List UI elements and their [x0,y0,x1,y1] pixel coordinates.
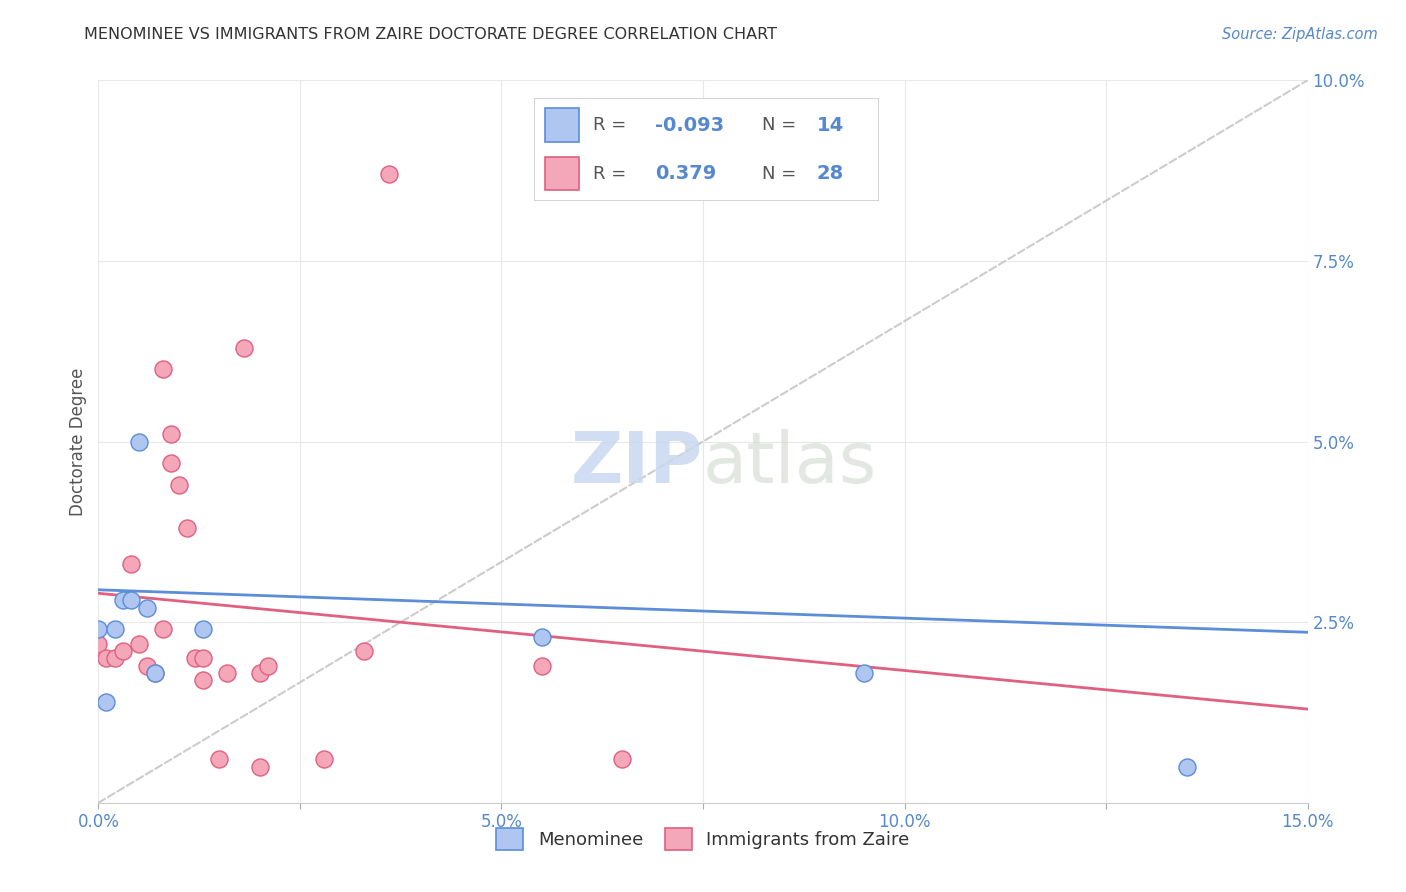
Point [377,167,399,181]
Point [853,665,876,680]
Point [193,623,215,637]
Point [87,637,110,651]
Point [249,760,271,774]
Point [167,478,190,492]
Point [160,427,183,442]
Point [208,752,231,766]
Text: -0.093: -0.093 [655,116,724,135]
Point [530,630,553,644]
Point [1175,760,1198,774]
Text: ZIP: ZIP [571,429,703,498]
Point [160,456,183,470]
Point [135,658,157,673]
Point [120,593,142,607]
Text: 28: 28 [817,164,844,183]
Point [232,341,254,355]
Point [193,651,215,665]
Point [96,695,118,709]
Point [143,665,166,680]
Point [176,521,198,535]
Text: R =: R = [593,116,631,135]
Y-axis label: Doctorate Degree: Doctorate Degree [69,368,87,516]
Point [120,558,142,572]
Point [193,673,215,687]
Text: 0.379: 0.379 [655,164,716,183]
Point [217,665,239,680]
Point [103,623,125,637]
Text: N =: N = [762,116,801,135]
Point [111,593,134,607]
Point [87,623,110,637]
Text: N =: N = [762,164,801,183]
Point [103,651,125,665]
FancyBboxPatch shape [534,98,879,201]
Point [353,644,375,658]
Point [530,658,553,673]
Text: atlas: atlas [703,429,877,498]
Point [595,182,617,196]
Point [111,644,134,658]
Point [128,637,150,651]
Point [135,600,157,615]
Point [612,752,634,766]
Text: Source: ZipAtlas.com: Source: ZipAtlas.com [1222,27,1378,42]
Point [256,658,278,673]
Legend: Menominee, Immigrants from Zaire: Menominee, Immigrants from Zaire [488,819,918,859]
FancyBboxPatch shape [544,157,579,190]
Text: MENOMINEE VS IMMIGRANTS FROM ZAIRE DOCTORATE DEGREE CORRELATION CHART: MENOMINEE VS IMMIGRANTS FROM ZAIRE DOCTO… [84,27,778,42]
Point [128,434,150,449]
Point [249,665,271,680]
Point [152,362,174,376]
Point [184,651,207,665]
Point [152,623,174,637]
FancyBboxPatch shape [544,109,579,142]
Point [96,651,118,665]
Text: R =: R = [593,164,637,183]
Text: 14: 14 [817,116,844,135]
Point [314,752,336,766]
Point [143,665,166,680]
